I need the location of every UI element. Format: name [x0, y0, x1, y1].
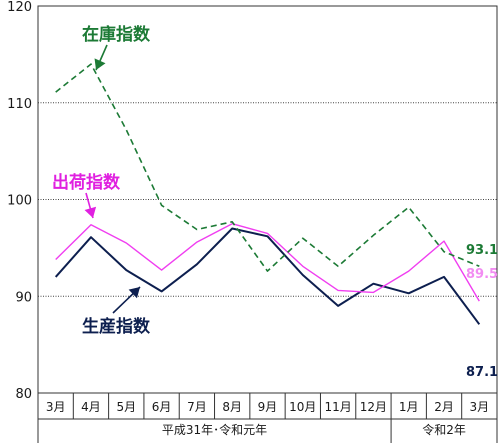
y-tick-label: 100 — [7, 194, 32, 209]
series-line-3 — [55, 63, 480, 272]
x-tick-label: 2月 — [434, 400, 454, 414]
y-tick-label: 90 — [15, 290, 32, 305]
y-tick-label: 110 — [7, 97, 32, 112]
x-tick-label: 1月 — [399, 400, 419, 414]
series-line-1 — [54, 227, 481, 325]
x-tick-label: 3月 — [46, 400, 66, 414]
annotation-label: 出荷指数 — [52, 172, 121, 193]
end-value-label: 89.5 — [466, 267, 498, 282]
x-tick-label: 11月 — [324, 400, 351, 414]
x-tick-label: 8月 — [222, 400, 242, 414]
y-tick-label: 120 — [7, 0, 32, 15]
year-group-label: 令和2年 — [422, 422, 466, 437]
x-tick-label: 10月 — [289, 400, 316, 414]
x-tick-label: 5月 — [116, 400, 136, 414]
annotation-label: 在庫指数 — [82, 24, 151, 45]
annotation-label: 生産指数 — [82, 316, 151, 337]
plot-frame — [37, 5, 498, 394]
end-value-label: 93.1 — [466, 243, 498, 258]
x-tick-label: 12月 — [360, 400, 387, 414]
annotation-arrow-head — [84, 206, 97, 218]
series-line-2 — [55, 222, 480, 302]
annotation-arrow-head — [128, 287, 140, 299]
x-tick-label: 7月 — [187, 400, 207, 414]
year-group-label: 平成31年･令和元年 — [162, 422, 267, 437]
x-tick-label: 3月 — [470, 400, 490, 414]
y-tick-label: 80 — [15, 387, 32, 402]
end-value-label: 87.1 — [466, 365, 498, 380]
x-tick-label: 4月 — [81, 400, 101, 414]
x-tick-label: 9月 — [258, 400, 278, 414]
x-tick-label: 6月 — [152, 400, 172, 414]
annotation-arrow-head — [94, 58, 106, 70]
